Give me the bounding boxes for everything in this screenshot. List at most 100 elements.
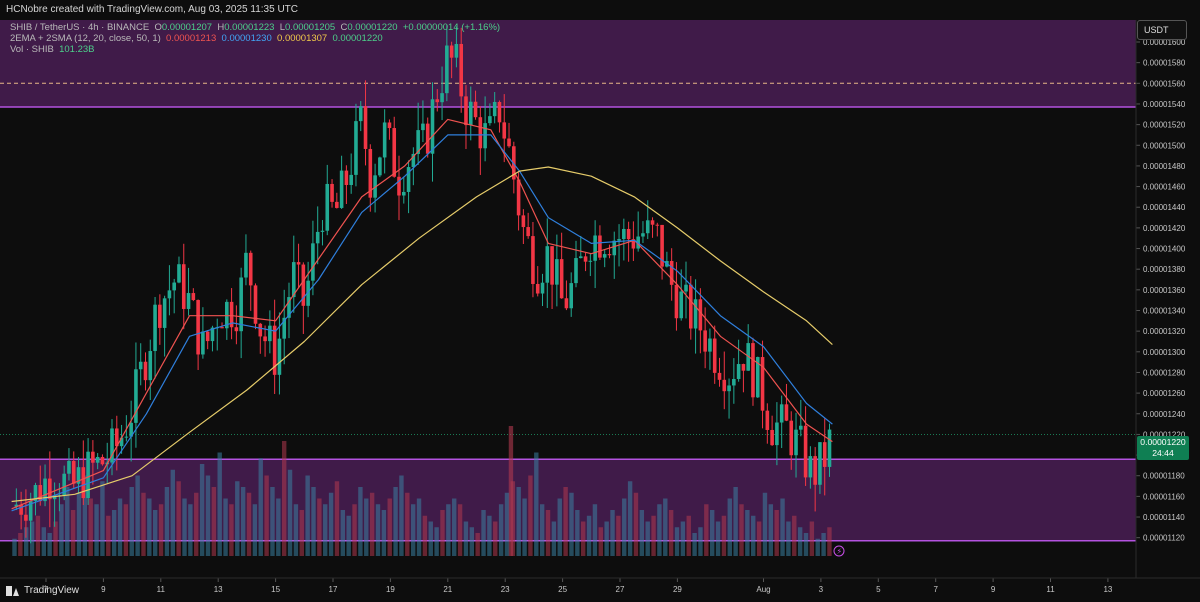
- open-value: 0.00001207: [161, 22, 213, 33]
- candle-body: [167, 290, 172, 299]
- candle-body: [38, 485, 43, 502]
- candle-body: [76, 467, 81, 484]
- y-tick-label: 0.00001220: [1143, 430, 1186, 439]
- candle-body: [598, 235, 602, 258]
- candle-body: [794, 429, 798, 456]
- candle-body: [684, 284, 688, 292]
- candle-body: [225, 301, 229, 329]
- candle-body: [378, 157, 382, 176]
- volume-bar: [704, 504, 709, 556]
- candle-body: [71, 460, 76, 484]
- candle-body: [368, 148, 373, 198]
- candle-body: [478, 117, 483, 149]
- x-tick-label: 19: [386, 585, 395, 594]
- time-axis: 7 9 11 13 15 17 19 21 23 25 27 29 Aug 3 5 7 9 11 13: [44, 578, 1113, 594]
- volume-bar: [311, 487, 316, 556]
- volume-bar: [446, 504, 451, 556]
- high-value: 0.00001223: [224, 22, 275, 33]
- candle-body: [387, 122, 392, 129]
- candle-countdown: 24:44: [1152, 448, 1174, 458]
- volume-bar: [188, 504, 193, 556]
- volume-bar: [756, 521, 762, 556]
- volume-bar: [768, 504, 774, 556]
- candle-body: [708, 338, 712, 352]
- x-tick-label: 5: [876, 585, 881, 594]
- candle-body: [339, 170, 344, 208]
- candle-body: [301, 264, 306, 306]
- volume-row[interactable]: Vol · SHIB 101.23B: [10, 44, 500, 55]
- candle-body: [526, 227, 530, 237]
- y-tick-label: 0.00001160: [1143, 492, 1185, 501]
- candle-body: [755, 357, 760, 398]
- volume-bar: [721, 515, 727, 556]
- candle-body: [14, 504, 19, 507]
- candle-body: [24, 514, 28, 521]
- candle-body: [110, 428, 114, 463]
- volume-bar: [651, 515, 656, 556]
- y-tick-label: 0.00001480: [1143, 162, 1186, 171]
- candle-body: [468, 101, 473, 126]
- volume-bar: [199, 464, 205, 556]
- candle-body: [645, 220, 650, 234]
- volume-bar: [504, 492, 510, 556]
- candle-body: [119, 437, 124, 447]
- indicator-row[interactable]: 2EMA + 2SMA (12, 20, close, 50, 1) 0.000…: [10, 33, 500, 44]
- volume-bar: [381, 510, 387, 556]
- open-label: O: [154, 22, 162, 33]
- y-tick-label: 0.00001140: [1143, 513, 1185, 522]
- candle-body: [86, 451, 90, 499]
- volume-bar: [610, 510, 615, 556]
- candle-body: [822, 442, 827, 467]
- volume-bar: [645, 521, 650, 556]
- volume-bar: [774, 510, 779, 556]
- candle-body: [650, 220, 655, 225]
- tradingview-branding[interactable]: TradingView: [6, 585, 79, 596]
- candle-body: [320, 230, 325, 232]
- low-value: 0.00001205: [285, 22, 336, 33]
- x-tick-label: 13: [214, 585, 223, 594]
- close-value: 0.00001220: [347, 22, 398, 33]
- ema20-value: 0.00001230: [221, 33, 272, 44]
- candle-body: [229, 301, 234, 328]
- y-tick-label: 0.00001440: [1143, 203, 1186, 212]
- volume-bar: [287, 469, 293, 556]
- candle-body: [258, 323, 263, 337]
- volume-bar: [170, 469, 175, 556]
- change-value: +0.00000014 (+1.16%): [402, 22, 501, 33]
- candle-body: [397, 176, 401, 196]
- candle-body: [172, 282, 176, 291]
- candle-body: [186, 293, 191, 309]
- candle-body: [497, 101, 502, 123]
- volume-bar: [123, 504, 129, 556]
- candle-body: [196, 300, 200, 355]
- x-tick-label: 27: [616, 585, 625, 594]
- currency-selector[interactable]: USDT: [1137, 20, 1187, 40]
- candle-body: [660, 224, 664, 267]
- candle-body: [507, 138, 511, 147]
- candle-body: [612, 240, 617, 256]
- volume-bar: [270, 487, 275, 556]
- candle-body: [239, 277, 243, 332]
- volume-bar: [229, 504, 234, 556]
- top-bar: HCNobre created with TradingView.com, Au…: [0, 0, 1200, 20]
- volume-bar: [317, 498, 322, 556]
- x-tick-label: 7: [933, 585, 938, 594]
- candle-body: [751, 343, 755, 398]
- candle-body: [158, 304, 162, 328]
- lightning-icon[interactable]: [833, 545, 845, 557]
- candle-body: [492, 101, 497, 117]
- y-tick-label: 0.00001540: [1143, 100, 1186, 109]
- branding-label: TradingView: [24, 585, 80, 596]
- volume-bar: [627, 481, 633, 556]
- candle-body: [33, 485, 38, 501]
- volume-bar: [387, 498, 392, 556]
- volume-bar: [422, 515, 428, 556]
- y-tick-label: 0.00001120: [1143, 534, 1185, 543]
- y-tick-label: 0.00001420: [1143, 224, 1186, 233]
- zones-layer: [0, 20, 1136, 542]
- y-tick-label: 0.00001340: [1143, 306, 1186, 315]
- volume-bar: [440, 510, 445, 556]
- candle-body: [669, 261, 674, 285]
- symbol-label[interactable]: SHIB / TetherUS · 4h · BINANCE: [10, 22, 150, 33]
